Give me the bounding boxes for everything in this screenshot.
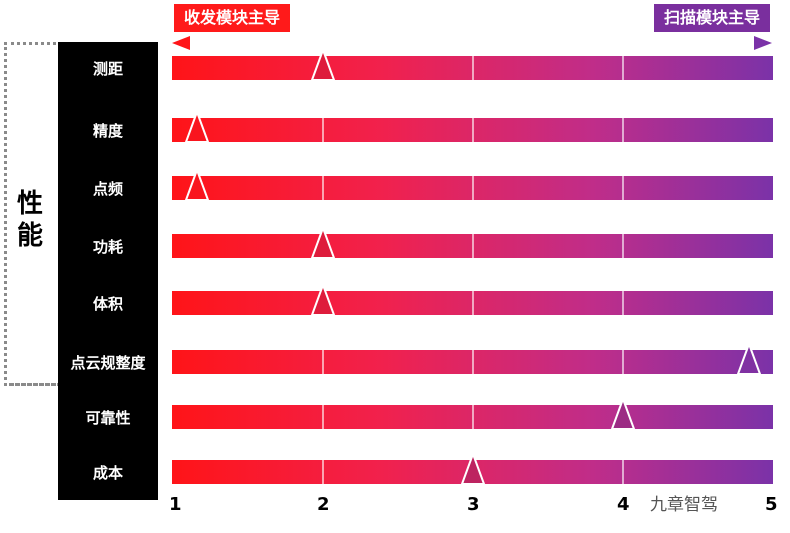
scale-tick-label: 1 [169,494,182,515]
score-marker [184,110,210,143]
bar-divider [622,291,624,315]
bar-divider [622,56,624,80]
score-marker [736,342,762,375]
dimension-label: 功耗 [92,238,123,256]
score-marker [184,168,210,201]
bar-divider [322,460,324,484]
score-bar [172,56,773,80]
bar-divider [472,350,474,374]
bar-divider [472,291,474,315]
bar-divider [472,405,474,429]
score-bar [172,405,773,429]
dimension-label: 成本 [92,464,123,482]
dimension-label: 点云规整度 [70,354,146,372]
score-marker [310,283,336,316]
bar-divider [472,234,474,258]
score-bar [172,291,773,315]
bar-divider [622,460,624,484]
bar-divider [322,350,324,374]
dimension-label: 体积 [92,295,123,313]
scale-tick-label: 5 [765,494,778,515]
score-bar [172,176,773,200]
bar-divider [322,118,324,142]
score-marker [310,48,336,81]
score-bar [172,118,773,142]
dimension-label: 可靠性 [85,409,131,427]
scale-tick-label: 2 [317,494,330,515]
performance-group-bracket-bottom [4,383,108,389]
performance-group-label: 性能 [16,189,43,251]
score-marker [610,397,636,430]
dimension-panel [58,42,158,500]
dimension-label: 测距 [92,60,123,78]
watermark: 九章智驾 [650,495,718,515]
bar-divider [472,118,474,142]
scanner-dominant-label: 扫描模块主导 [653,4,770,32]
bar-divider [472,176,474,200]
bar-divider [622,176,624,200]
dimension-label: 精度 [92,122,123,140]
transceiver-dominant-label: 收发模块主导 [174,4,291,32]
bar-divider [622,118,624,142]
scale-tick-label: 3 [467,494,480,515]
score-marker [460,452,486,485]
bar-divider [322,176,324,200]
direction-arrow [172,36,772,50]
bar-divider [622,350,624,374]
score-bar [172,234,773,258]
bar-divider [622,234,624,258]
dimension-label: 点频 [92,180,123,198]
bar-divider [472,56,474,80]
score-marker [310,226,336,259]
bar-divider [322,405,324,429]
score-bar [172,350,773,374]
scale-tick-label: 4 [617,494,630,515]
